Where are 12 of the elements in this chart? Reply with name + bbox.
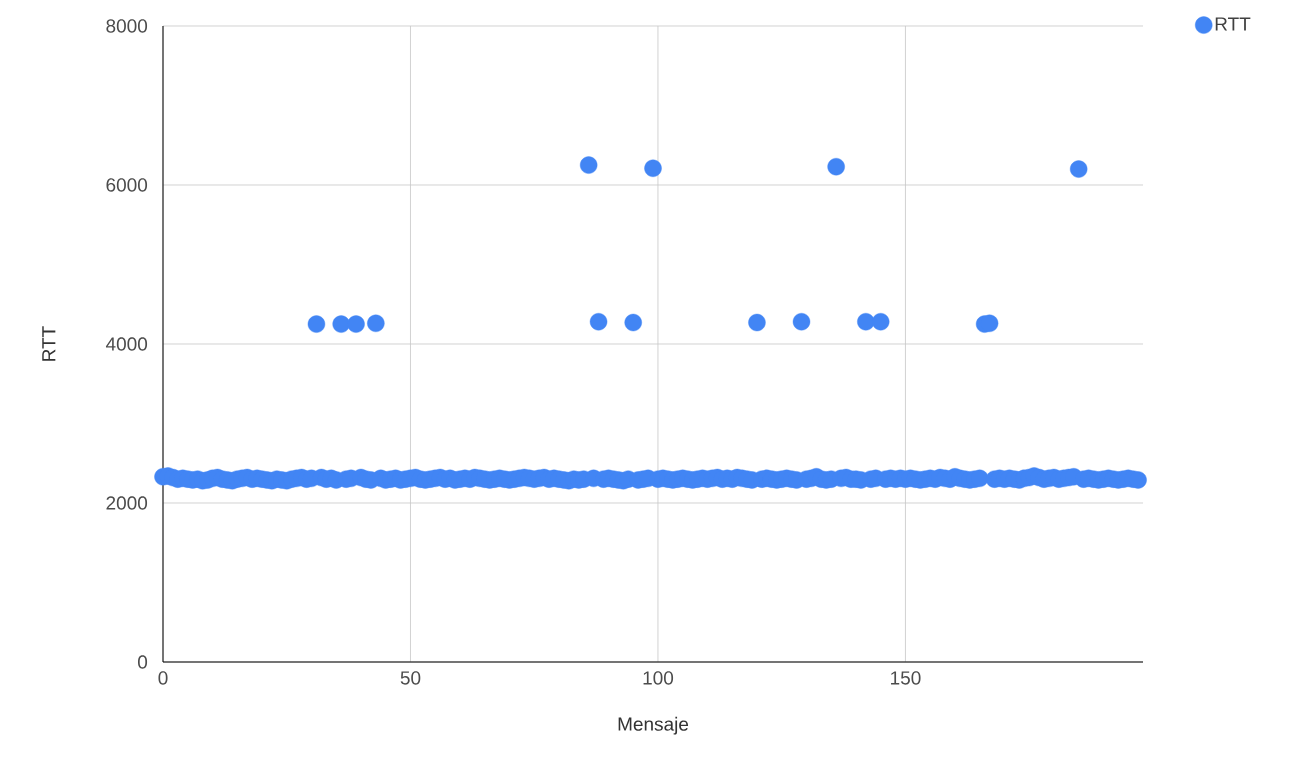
legend-label: RTT bbox=[1215, 17, 1251, 31]
y-tick-label: 4000 bbox=[105, 337, 148, 351]
x-tick-label: 150 bbox=[891, 671, 921, 685]
x-tick-label: 0 bbox=[158, 671, 168, 685]
y-tick-label: 8000 bbox=[106, 19, 148, 33]
y-tick-label: 0 bbox=[137, 655, 148, 669]
x-axis-title: Mensaje bbox=[618, 716, 689, 735]
y-tick-label: 6000 bbox=[106, 178, 148, 192]
y-axis-title: RTT bbox=[42, 326, 56, 361]
y-tick-label: 2000 bbox=[106, 496, 148, 510]
x-tick-label: 100 bbox=[643, 671, 674, 685]
x-tick-label: 50 bbox=[400, 671, 421, 685]
